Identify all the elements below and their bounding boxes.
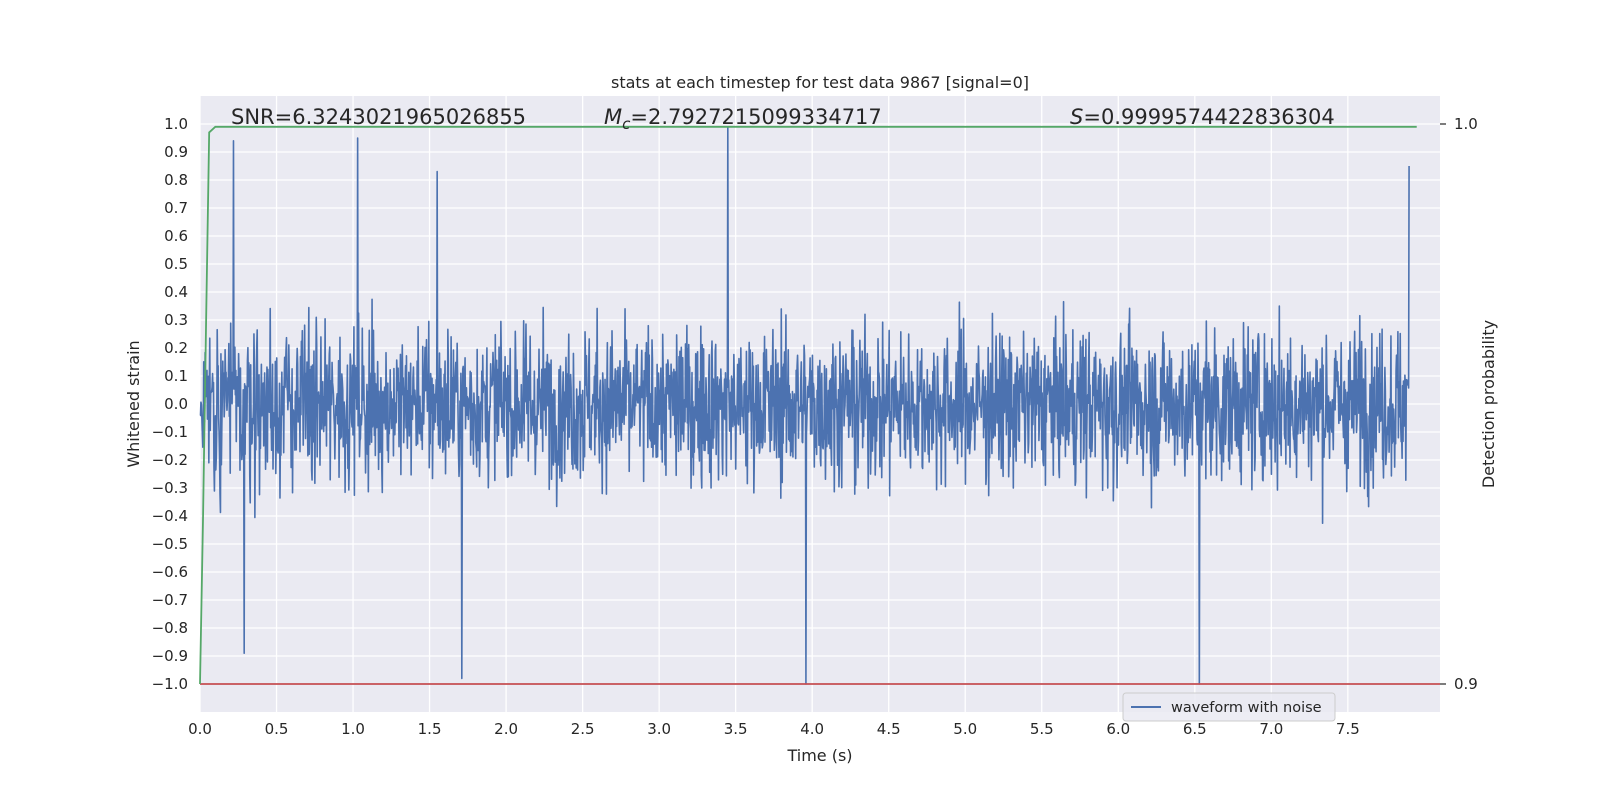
y-tick-label: 0.0: [164, 395, 188, 413]
y-tick-label: −0.9: [152, 647, 188, 665]
y-tick-label: −1.0: [152, 675, 188, 693]
y-tick-label: 0.4: [164, 283, 188, 301]
y2-tick-label: 1.0: [1454, 115, 1478, 133]
y-tick-label: −0.4: [152, 507, 188, 525]
score-annotation: S=0.9999574422836304: [1070, 105, 1335, 129]
legend-box: [1122, 692, 1336, 722]
score-value: =0.9999574422836304: [1083, 105, 1334, 129]
y2-ticks: 1.0 0.9: [1440, 115, 1478, 693]
y-tick-label: −0.8: [152, 619, 188, 637]
x-tick-label: 5.0: [953, 720, 977, 738]
y-tick-label: −0.6: [152, 563, 188, 581]
y-tick-label: −0.1: [152, 423, 188, 441]
snr-annotation: SNR=6.3243021965026855: [231, 105, 526, 129]
chirp-mass-value: =2.7927215099334717: [630, 105, 881, 129]
x-tick-label: 4.5: [877, 720, 901, 738]
y-tick-label: −0.7: [152, 591, 188, 609]
x-tick-label: 0.5: [265, 720, 289, 738]
x-tick-label: 7.5: [1336, 720, 1360, 738]
x-tick-label: 1.5: [418, 720, 442, 738]
chirp-mass-symbol: M: [604, 105, 622, 129]
chirp-mass-subscript: c: [622, 115, 631, 133]
x-axis-label: Time (s): [786, 746, 852, 765]
x-tick-label: 6.5: [1183, 720, 1207, 738]
y2-tick-label: 0.9: [1454, 675, 1478, 693]
series-waveform-line: [199, 126, 1410, 685]
y2-axis-label: Detection probability: [1479, 320, 1498, 488]
chirp-mass-annotation: Mc=2.7927215099334717: [604, 105, 882, 133]
y-tick-label: 0.7: [164, 199, 188, 217]
y-tick-label: 0.9: [164, 143, 188, 161]
y-tick-label: 1.0: [164, 115, 188, 133]
y-tick-label: 0.6: [164, 227, 188, 245]
x-tick-label: 2.0: [494, 720, 518, 738]
y-tick-label: −0.3: [152, 479, 188, 497]
x-tick-label: 2.5: [571, 720, 595, 738]
y-tick-label: 0.3: [164, 311, 188, 329]
chart-title: stats at each timestep for test data 986…: [611, 73, 1029, 92]
x-tick-label: 0.0: [188, 720, 212, 738]
x-tick-label: 4.0: [800, 720, 824, 738]
y-tick-label: −0.2: [152, 451, 188, 469]
x-tick-label: 6.0: [1106, 720, 1130, 738]
x-tick-label: 1.0: [341, 720, 365, 738]
x-tick-label: 5.5: [1030, 720, 1054, 738]
y-tick-label: −0.5: [152, 535, 188, 553]
y-tick-label: 0.8: [164, 171, 188, 189]
y-ticks: 1.0 0.9 0.8 0.7 0.6 0.5 0.4 0.3 0.2 0.1 0.0 −0.1 −0.…: [152, 115, 188, 693]
y-tick-label: 0.2: [164, 339, 188, 357]
legend-entry-waveform: waveform with noise: [1171, 700, 1322, 716]
x-tick-label: 7.0: [1259, 720, 1283, 738]
series-probability-line: [199, 125, 1417, 685]
y-tick-label: 0.1: [164, 367, 188, 385]
waveform-layer: [199, 126, 1410, 685]
x-tick-label: 3.5: [724, 720, 748, 738]
x-tick-label: 3.0: [647, 720, 671, 738]
y-tick-label: 0.5: [164, 255, 188, 273]
probability-layer: [199, 125, 1440, 685]
legend: waveform with noise: [1122, 692, 1336, 722]
y-axis-label: Whitened strain: [124, 340, 143, 467]
x-ticks: 0.0 0.5 1.0 1.5 2.0 2.5 3.0 3.5 4.0 4.5 5.0 5.5 6.0 6…: [188, 720, 1360, 738]
score-symbol: S: [1070, 105, 1083, 129]
